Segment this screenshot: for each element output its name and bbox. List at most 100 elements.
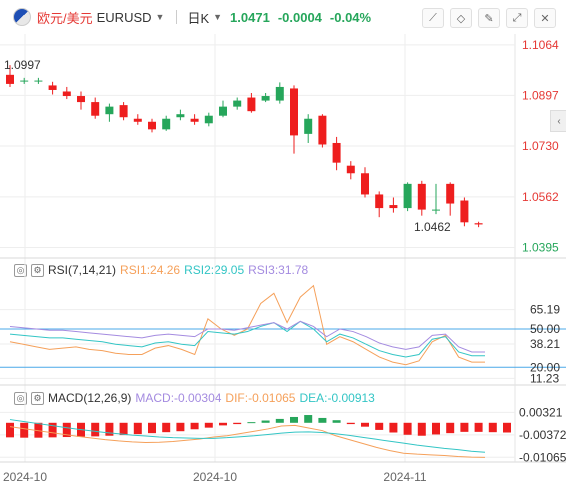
chart-header: 欧元/美元 EURUSD ▼ 日K ▼ 1.0471 -0.0004 -0.04… xyxy=(0,0,566,34)
price-change: -0.0004 xyxy=(277,9,322,25)
macd-histogram-bar xyxy=(77,422,85,437)
candle-body xyxy=(34,80,43,82)
macd-tick-label: 0.00321 xyxy=(519,405,563,419)
candle-body xyxy=(290,88,298,136)
macd-histogram-bar xyxy=(346,422,355,425)
macd-histogram-bar xyxy=(247,422,256,424)
macd-histogram-bar xyxy=(446,422,455,434)
macd-histogram-bar xyxy=(290,416,298,423)
chevron-down-icon[interactable]: ▼ xyxy=(155,12,165,22)
price-tick-label: 1.1064 xyxy=(522,38,559,52)
symbol-name[interactable]: 欧元/美元 xyxy=(37,10,93,26)
toolbar: ⟋ ◇ ✎ ⤢ ✕ xyxy=(422,8,556,28)
macd-histogram-bar xyxy=(91,422,100,437)
eye-icon[interactable]: ◎ xyxy=(14,391,27,405)
macd-series-line xyxy=(9,419,486,453)
macd-title: MACD(12,26,9) xyxy=(48,391,132,405)
settings-icon[interactable]: ⚙ xyxy=(31,263,44,277)
date-tick-label: 2024-10 xyxy=(193,470,237,484)
candle-body xyxy=(417,183,426,210)
macd-histogram-bar xyxy=(332,420,341,423)
macd-histogram-bar xyxy=(460,422,469,432)
candle-body xyxy=(133,118,142,122)
candle-body xyxy=(247,97,256,112)
high-annotation: 1.0997 xyxy=(4,58,41,72)
price-tick-label: 1.0730 xyxy=(522,139,559,153)
macd-histogram-bar xyxy=(204,422,213,428)
draw-line-icon[interactable]: ⟋ xyxy=(422,8,444,28)
brush-icon[interactable]: ✎ xyxy=(478,8,500,28)
macd-histogram-bar xyxy=(233,422,242,425)
date-tick-label: 2024-11 xyxy=(383,470,426,484)
macd-histogram-bar xyxy=(375,422,384,430)
rsi-tick-label: 11.23 xyxy=(530,371,559,385)
candle-body xyxy=(275,86,284,101)
candle-body xyxy=(361,173,369,195)
period-chevron-down-icon[interactable]: ▼ xyxy=(213,12,223,22)
candle-body xyxy=(233,100,242,107)
candle-body xyxy=(119,105,128,118)
candle-body xyxy=(318,115,327,145)
macd-histogram-bar xyxy=(148,422,156,434)
dif-label: DIF:-0.01065 xyxy=(225,391,296,405)
macd-label: MACD:-0.00304 xyxy=(135,391,222,405)
candle-body xyxy=(304,118,313,134)
rsi-series-line xyxy=(9,320,485,358)
rsi-legend: ◎ ⚙ RSI(7,14,21) RSI1:24.26 RSI2:29.05 R… xyxy=(14,263,308,277)
close-icon[interactable]: ✕ xyxy=(534,8,556,28)
macd-histogram-bar xyxy=(119,422,128,436)
rsi-tick-label: 65.19 xyxy=(530,303,560,317)
rsi-tick-label: 20.00 xyxy=(530,360,560,374)
candle-body xyxy=(204,115,213,124)
macd-histogram-bar xyxy=(162,422,171,433)
macd-histogram-bar xyxy=(304,415,313,423)
candle-body xyxy=(346,165,355,174)
rsi2-label: RSI2:29.05 xyxy=(184,263,245,277)
candle-body xyxy=(105,106,114,115)
candle-body xyxy=(91,102,100,116)
candle-body xyxy=(375,194,384,209)
macd-legend: ◎ ⚙ MACD(12,26,9) MACD:-0.00304 DIF:-0.0… xyxy=(14,391,375,405)
candle-body xyxy=(77,96,85,103)
macd-histogram-bar xyxy=(62,422,71,438)
macd-histogram-bar xyxy=(318,417,327,423)
symbol-code[interactable]: EURUSD xyxy=(96,9,152,25)
macd-tick-label: -0.00372 xyxy=(519,428,566,442)
macd-histogram-bar xyxy=(133,422,142,435)
fullscreen-icon[interactable]: ⤢ xyxy=(506,8,528,28)
macd-histogram-bar xyxy=(176,422,185,432)
rsi1-label: RSI1:24.26 xyxy=(120,263,181,277)
rsi-title: RSI(7,14,21) xyxy=(48,263,117,277)
macd-histogram-bar xyxy=(361,422,369,427)
macd-histogram-bar xyxy=(48,422,57,438)
candle-body xyxy=(332,142,341,163)
candle-body xyxy=(20,80,29,82)
candle-body xyxy=(403,183,412,209)
macd-histogram-bar xyxy=(6,422,14,438)
macd-histogram-bar xyxy=(261,420,270,423)
settings-icon[interactable]: ⚙ xyxy=(31,391,44,405)
rsi-series-line xyxy=(9,320,485,353)
candle-body xyxy=(389,205,398,209)
macd-histogram-bar xyxy=(219,422,227,426)
date-tick-label: 2024-10 xyxy=(3,470,47,484)
expand-panel-icon[interactable]: ‹ xyxy=(550,110,566,132)
eraser-icon[interactable]: ◇ xyxy=(450,8,472,28)
macd-histogram-bar xyxy=(488,422,497,433)
macd-tick-label: -0.01065 xyxy=(519,450,566,464)
macd-histogram-bar xyxy=(275,418,284,423)
macd-histogram-bar xyxy=(34,422,43,438)
divider xyxy=(176,10,178,24)
macd-histogram-bar xyxy=(105,422,114,436)
macd-histogram-bar xyxy=(417,422,426,436)
candle-body xyxy=(261,96,270,101)
period-selector[interactable]: 日K xyxy=(187,10,210,26)
macd-series-line xyxy=(9,424,486,458)
price-change-pct: -0.04% xyxy=(329,9,372,25)
eye-icon[interactable]: ◎ xyxy=(14,263,27,277)
macd-histogram-bar xyxy=(389,422,398,433)
rsi-series-line xyxy=(9,284,485,366)
candle-body xyxy=(62,91,71,97)
candle-body xyxy=(6,74,14,84)
